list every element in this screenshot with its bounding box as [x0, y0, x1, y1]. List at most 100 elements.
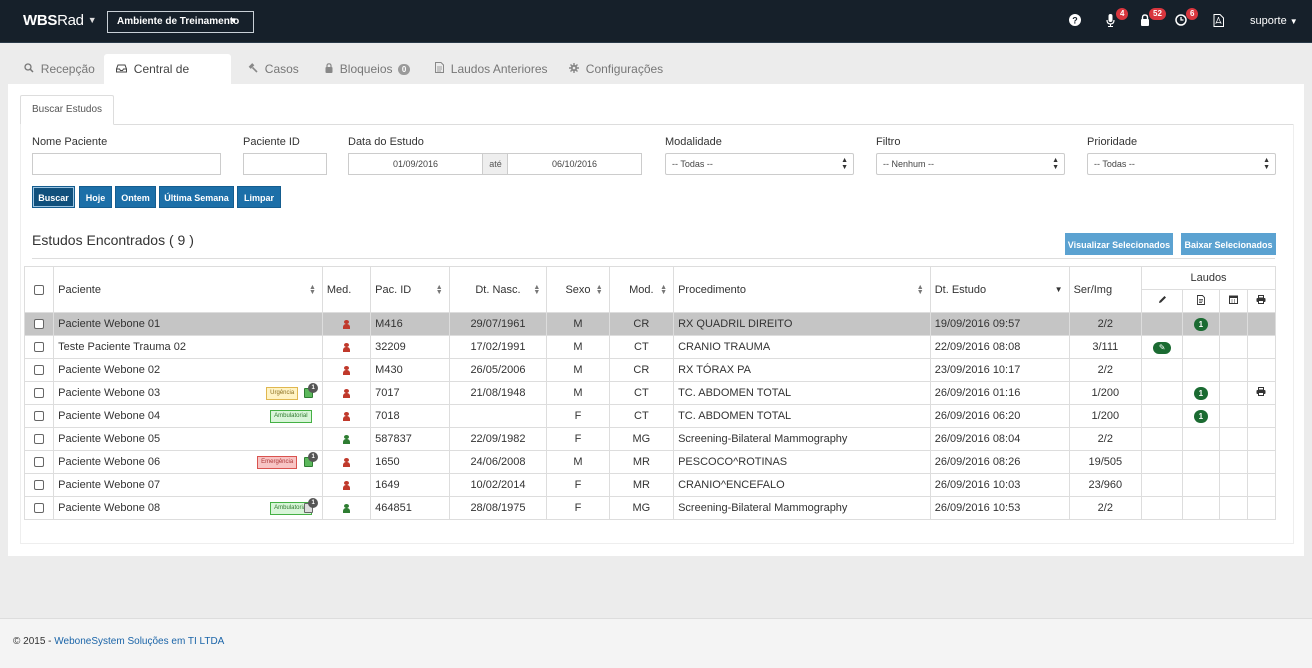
column-header-label: Sexo	[565, 283, 591, 296]
filtro-select[interactable]: -- Nenhum -- ▲ ▼	[876, 153, 1065, 175]
pac-id-cell: 32209	[370, 335, 450, 359]
physician-icon[interactable]	[343, 480, 351, 490]
row-checkbox[interactable]	[34, 434, 45, 445]
limpar-button[interactable]: Limpar	[237, 186, 281, 208]
footer-company-link[interactable]: WeboneSystem Soluções em TI LTDA	[54, 636, 225, 647]
report-count-badge[interactable]: 1	[1193, 409, 1208, 423]
prioridade-select[interactable]: -- Todas -- ▲ ▼	[1087, 153, 1276, 175]
dt-nasc-cell: 24/06/2008	[448, 450, 548, 474]
physician-icon[interactable]	[343, 342, 351, 352]
laudo-calendar-cell	[1218, 496, 1248, 520]
physician-icon[interactable]	[343, 411, 351, 421]
baixar-selecionados-button[interactable]: Baixar Selecionados	[1181, 233, 1276, 255]
report-count-badge[interactable]: 1	[1193, 386, 1208, 400]
row-checkbox-cell	[23, 473, 55, 497]
paciente-cell: Teste Paciente Trauma 02	[53, 335, 323, 359]
paciente-cell: Paciente Webone 01	[53, 312, 323, 336]
column-header-label: Mod.	[629, 283, 654, 296]
table-row[interactable]: Paciente Webone 01 M416 29/07/1961 M CR RX QU…	[23, 312, 1277, 336]
physician-icon[interactable]	[343, 457, 351, 467]
physician-icon[interactable]	[343, 388, 351, 398]
row-checkbox[interactable]	[34, 503, 45, 514]
ser-img-cell: 2/2	[1068, 496, 1143, 520]
tab-configuracoes[interactable]: Configurações	[557, 54, 675, 85]
sexo-cell: M	[546, 358, 610, 382]
procedimento-cell: Screening-Bilateral Mammography	[673, 427, 931, 451]
physician-icon[interactable]	[343, 365, 351, 375]
column-header-sexo[interactable]: Sexo ▲ ▼	[546, 266, 610, 313]
table-row[interactable]: Paciente Webone 08 Ambulatorial 1 464851 28/…	[23, 496, 1277, 520]
table-row[interactable]: Paciente Webone 04 Ambulatorial 7018 F CT TC.…	[23, 404, 1277, 428]
column-header-label: Dt. Estudo	[934, 283, 987, 296]
edit-report-icon[interactable]: ✎	[1153, 341, 1172, 354]
tab-recepcao[interactable]: Recepção	[12, 54, 107, 85]
column-header-mod[interactable]: Mod. ▲ ▼	[608, 266, 675, 313]
paciente-name: Paciente Webone 08	[58, 502, 161, 514]
tab-laudos-anteriores[interactable]: Laudos Anteriores	[423, 54, 560, 85]
physician-icon[interactable]	[343, 434, 351, 444]
date-to-input[interactable]: 06/10/2016	[507, 153, 642, 175]
column-header-label: Dt. Nasc.	[475, 283, 521, 296]
column-header-paciente[interactable]: Paciente ▲ ▼	[53, 266, 323, 313]
brand-menu[interactable]: WBSRad ▼	[23, 12, 97, 29]
row-checkbox[interactable]	[34, 388, 45, 399]
tab-label: Bloqueios	[339, 62, 393, 76]
row-checkbox[interactable]	[34, 319, 45, 330]
table-row[interactable]: Paciente Webone 03 Urgência 1 7017 21/08/194…	[23, 381, 1277, 405]
row-checkbox[interactable]	[34, 457, 45, 468]
procedimento-cell: Screening-Bilateral Mammography	[673, 496, 931, 520]
table-row[interactable]: Paciente Webone 06 Emergência 1 1650 24/06/2…	[23, 450, 1277, 474]
laudo-print-cell	[1246, 496, 1277, 520]
column-header-procedimento[interactable]: Procedimento ▲ ▼	[673, 266, 931, 313]
column-header-laudos: Laudos	[1141, 266, 1276, 290]
select-all-checkbox[interactable]	[34, 284, 45, 295]
date-from-input[interactable]: 01/09/2016	[348, 153, 483, 175]
table-row[interactable]: Paciente Webone 07 1649 10/02/2014 F MR CRANI…	[23, 473, 1277, 497]
ultima-semana-button[interactable]: Última Semana	[159, 186, 234, 208]
laudo-edit-cell	[1141, 312, 1184, 336]
pdf-document-icon[interactable]	[1213, 14, 1224, 30]
row-checkbox[interactable]	[34, 411, 45, 422]
ser-img-cell: 19/505	[1068, 450, 1143, 474]
tab-buscar-estudos[interactable]: Buscar Estudos	[20, 95, 115, 125]
table-row[interactable]: Teste Paciente Trauma 02 32209 17/02/1991 M…	[23, 335, 1277, 359]
column-header-pac-id[interactable]: Pac. ID ▲ ▼	[370, 266, 450, 313]
sort-icon: ▲ ▼	[595, 283, 603, 296]
laudo-print-cell	[1246, 358, 1277, 382]
row-checkbox[interactable]	[34, 365, 45, 376]
dt-estudo-cell: 22/09/2016 08:08	[929, 335, 1070, 359]
user-menu[interactable]: suporte ▼	[1250, 15, 1298, 27]
mod-cell: CR	[608, 358, 675, 382]
modalidade-select[interactable]: -- Todas -- ▲ ▼	[665, 153, 854, 175]
table-row[interactable]: Paciente Webone 02 M430 26/05/2006 M CR RX TÓ…	[23, 358, 1277, 382]
physician-icon[interactable]	[343, 319, 351, 329]
row-checkbox[interactable]	[34, 342, 45, 353]
hoje-button[interactable]: Hoje	[79, 186, 112, 208]
column-header-dt-nasc[interactable]: Dt. Nasc. ▲ ▼	[448, 266, 548, 313]
print-icon[interactable]	[1256, 387, 1266, 399]
table-row[interactable]: Paciente Webone 05 587837 22/09/1982 F MG Scr…	[23, 427, 1277, 451]
pac-id-cell: 1650	[370, 450, 450, 474]
dt-estudo-cell: 23/09/2016 10:17	[929, 358, 1070, 382]
clock-icon[interactable]	[1175, 14, 1187, 29]
visualizar-selecionados-button[interactable]: Visualizar Selecionados	[1065, 233, 1173, 255]
help-icon[interactable]: ?	[1069, 14, 1081, 29]
tab-central-de-laudo[interactable]: Central de Laudo	[104, 54, 231, 108]
buscar-button[interactable]: Buscar	[32, 186, 75, 208]
row-checkbox[interactable]	[34, 480, 45, 491]
nome-paciente-input[interactable]	[32, 153, 221, 175]
pac-id-cell: M416	[370, 312, 450, 336]
report-count-badge[interactable]: 1	[1193, 317, 1208, 331]
column-header-dt-estudo[interactable]: Dt. Estudo ▼	[929, 266, 1070, 313]
lock-icon[interactable]	[1140, 14, 1150, 29]
tab-bloqueios[interactable]: Bloqueios 0	[313, 54, 422, 85]
microphone-icon[interactable]	[1106, 14, 1115, 30]
environment-select-value: Ambiente de Treinamento	[117, 16, 240, 27]
row-checkbox-cell	[23, 450, 55, 474]
environment-select[interactable]: Ambiente de Treinamento ▼	[107, 11, 254, 33]
paciente-id-input[interactable]	[243, 153, 327, 175]
physician-icon[interactable]	[343, 503, 351, 513]
tab-casos[interactable]: Casos	[236, 54, 311, 85]
attachment-count-badge: 1	[308, 452, 319, 462]
ontem-button[interactable]: Ontem	[115, 186, 156, 208]
